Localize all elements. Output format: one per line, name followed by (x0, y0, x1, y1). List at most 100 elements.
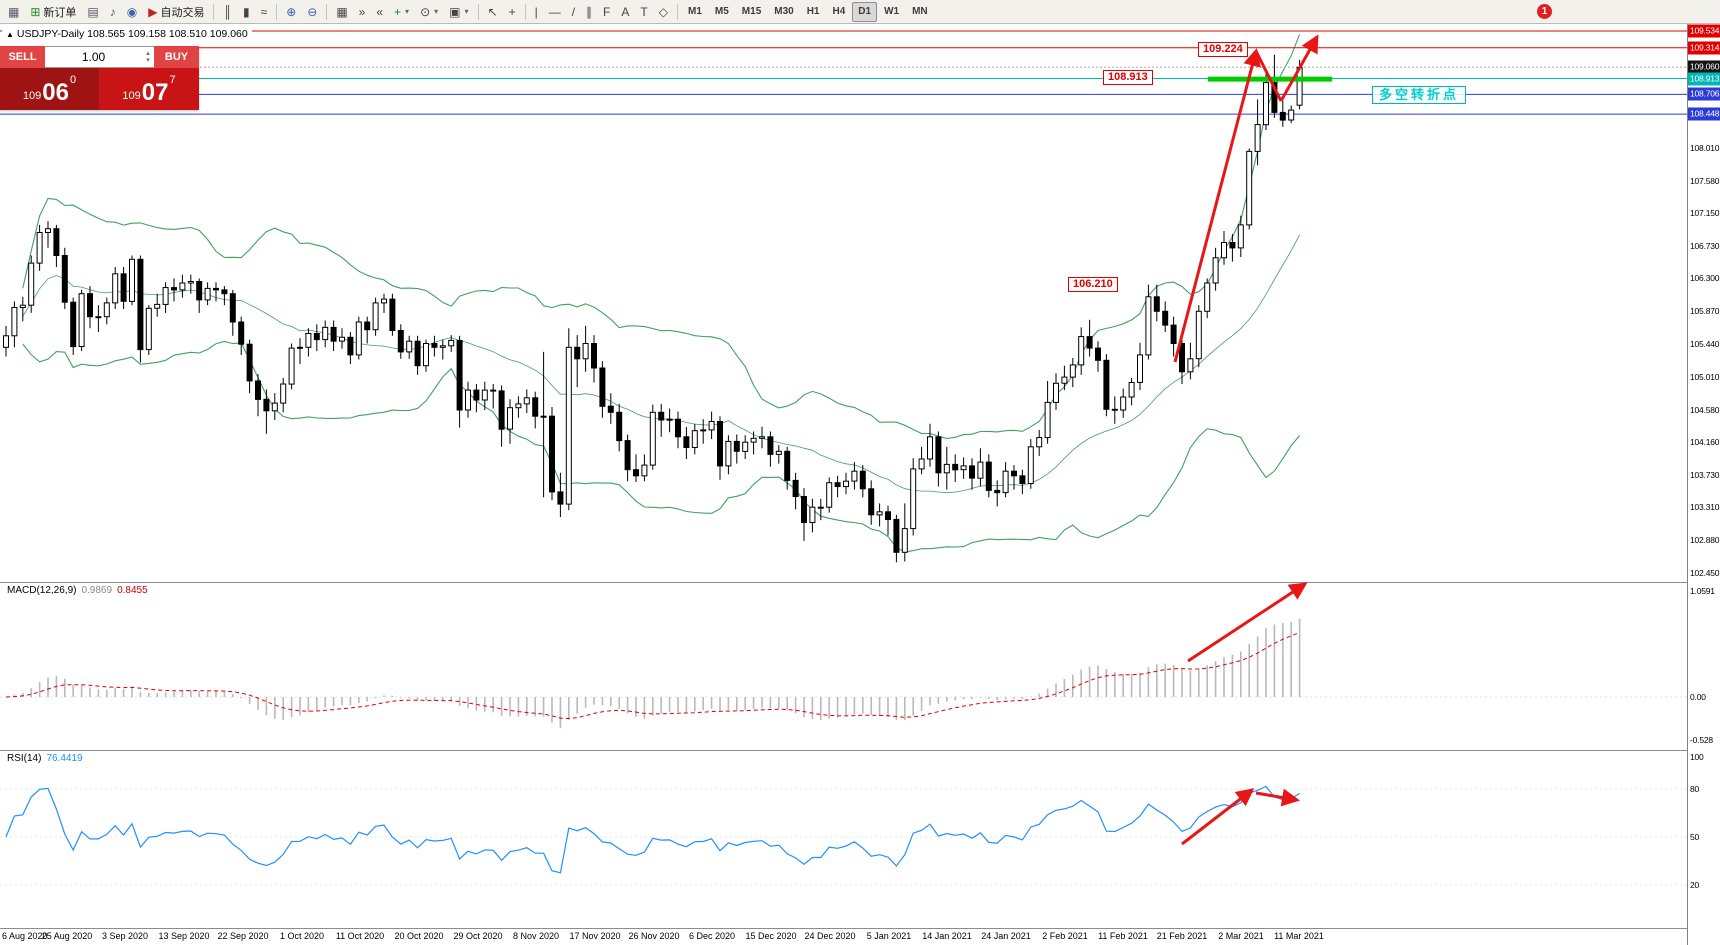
periods-icon[interactable]: ⊙ ▾ (420, 4, 439, 19)
date-label: 5 Jan 2021 (866, 931, 912, 941)
ask-price-display[interactable]: 109 07 7 (99, 68, 199, 110)
candle (179, 282, 186, 291)
crosshair-icon[interactable]: + (508, 4, 516, 19)
indicators-icon[interactable]: + ▾ (394, 4, 410, 19)
date-label: 2 Feb 2021 (1042, 931, 1088, 941)
tile-windows-icon[interactable]: ▦ (336, 4, 348, 19)
candle (162, 287, 169, 305)
candle (960, 465, 967, 471)
cursor-icon[interactable]: ↖ (487, 4, 498, 19)
macd-signal-line (5, 632, 1300, 720)
volume-stepper[interactable]: ▴ ▾ (142, 50, 154, 64)
price-axis[interactable]: 108.010 107.580 107.150 106.730 106.300 105.8… (1687, 24, 1720, 945)
candle (1221, 242, 1227, 259)
timeframe-button-M1[interactable]: M1 (687, 6, 702, 17)
bar-chart-icon[interactable]: ║ (223, 4, 232, 19)
text-icon[interactable]: A (621, 4, 630, 19)
price-marker: 108.706 (1688, 87, 1720, 101)
timeframe-button-H1[interactable]: H1 (806, 6, 820, 17)
candle (641, 464, 648, 477)
chart-shift-icon[interactable]: « (376, 4, 384, 19)
label-icon[interactable]: T (640, 4, 648, 19)
candle (187, 281, 194, 284)
bid-pip-digit: 0 (69, 74, 77, 86)
price-tick: 105.440 (1690, 339, 1720, 349)
horizontal-lines (0, 30, 1687, 115)
bid-price-display[interactable]: 109 06 0 (0, 68, 99, 110)
auto-scroll-icon[interactable]: » (358, 4, 366, 19)
candle (910, 468, 917, 530)
ohlc-info: ▲ USDJPY-Daily 108.565 109.158 108.510 10… (2, 28, 252, 40)
candle (607, 405, 614, 413)
candles (3, 54, 1303, 563)
zoom-out-icon[interactable]: ⊖ (307, 4, 318, 19)
candle (1246, 150, 1253, 226)
line-chart-icon[interactable]: ≈ (260, 4, 268, 19)
candle (297, 346, 303, 349)
channel-icon[interactable]: ∥ (586, 4, 593, 19)
candle (985, 461, 992, 491)
candle-chart-icon[interactable]: ▮ (242, 4, 250, 19)
ask-big-digits: 07 (141, 79, 169, 106)
alert-badge[interactable]: 1 (1537, 4, 1552, 19)
new-order-button[interactable]: ⊞ 新订单 (30, 4, 77, 19)
price-level-tag[interactable]: 106.210 (1068, 277, 1118, 292)
date-label: 22 Sep 2020 (217, 931, 269, 941)
candle (473, 389, 480, 401)
price-marker: 108.448 (1688, 107, 1720, 121)
autotrade-button[interactable]: ▶ 自动交易 (148, 4, 205, 19)
date-label: 6 Aug 2020 (2, 931, 48, 941)
candle (129, 258, 135, 302)
horizontal-line-icon[interactable]: — (548, 4, 561, 19)
price-level-tag[interactable]: 108.913 (1103, 70, 1153, 85)
chart-canvas[interactable] (0, 24, 1687, 945)
candle (1111, 408, 1118, 411)
buy-button[interactable]: BUY (154, 46, 199, 68)
candle (154, 303, 161, 309)
trendline-icon[interactable]: / (571, 4, 576, 19)
volume-increase-icon[interactable]: ▴ (146, 50, 150, 57)
candle (1279, 111, 1286, 121)
candle (322, 326, 329, 341)
timeframe-button-MN[interactable]: MN (912, 6, 928, 17)
vertical-line-icon[interactable]: | (534, 4, 538, 19)
timeframe-button-M5[interactable]: M5 (714, 6, 729, 17)
fibonacci-icon[interactable]: F (603, 4, 611, 19)
toolbar-separator (276, 3, 278, 20)
volume-field[interactable]: 1.00 ▴ ▾ (45, 46, 154, 68)
rsi-axis-tick: 100 (1690, 752, 1704, 762)
candle (221, 289, 228, 295)
candle (1120, 396, 1127, 411)
timeframe-button-M30[interactable]: M30 (774, 6, 794, 17)
refresh-icon[interactable]: ◉ (126, 4, 138, 19)
candle (414, 340, 421, 367)
volume-decrease-icon[interactable]: ▾ (146, 57, 150, 64)
candle (616, 411, 623, 442)
toolbar-separator (213, 3, 215, 20)
sound-icon[interactable]: ♪ (109, 4, 116, 19)
shapes-icon[interactable]: ◇ (658, 4, 668, 19)
candle (851, 470, 858, 482)
pivot-note[interactable]: 多空转折点 (1372, 86, 1467, 104)
timeframe-button-D1[interactable]: D1 (852, 1, 878, 22)
rsi-value: 76.4419 (46, 753, 83, 764)
candle (557, 491, 564, 505)
date-label: 3 Sep 2020 (101, 931, 149, 941)
chart-window-icon[interactable]: ▦ (8, 4, 20, 19)
candle (1044, 401, 1051, 439)
time-axis[interactable]: 6 Aug 2020 25 Aug 2020 3 Sep 2020 13 Sep 20… (0, 929, 1687, 945)
sell-button[interactable]: SELL (0, 46, 45, 68)
timeframe-button-H4[interactable]: H4 (832, 6, 846, 17)
price-level-tag[interactable]: 109.224 (1198, 42, 1248, 57)
zoom-in-icon[interactable]: ⊕ (286, 4, 297, 19)
rsi-axis-tick: 20 (1690, 880, 1700, 890)
template-icon[interactable]: ▣ ▾ (449, 4, 469, 19)
market-watch-icon[interactable]: ▤ (87, 4, 99, 19)
volume-value[interactable]: 1.00 (81, 50, 106, 64)
date-label: 1 Oct 2020 (279, 931, 325, 941)
candle (347, 336, 354, 356)
candle (1229, 242, 1236, 249)
timeframe-button-M15[interactable]: M15 (741, 6, 762, 17)
timeframe-button-W1[interactable]: W1 (884, 6, 900, 17)
candle (448, 339, 455, 347)
